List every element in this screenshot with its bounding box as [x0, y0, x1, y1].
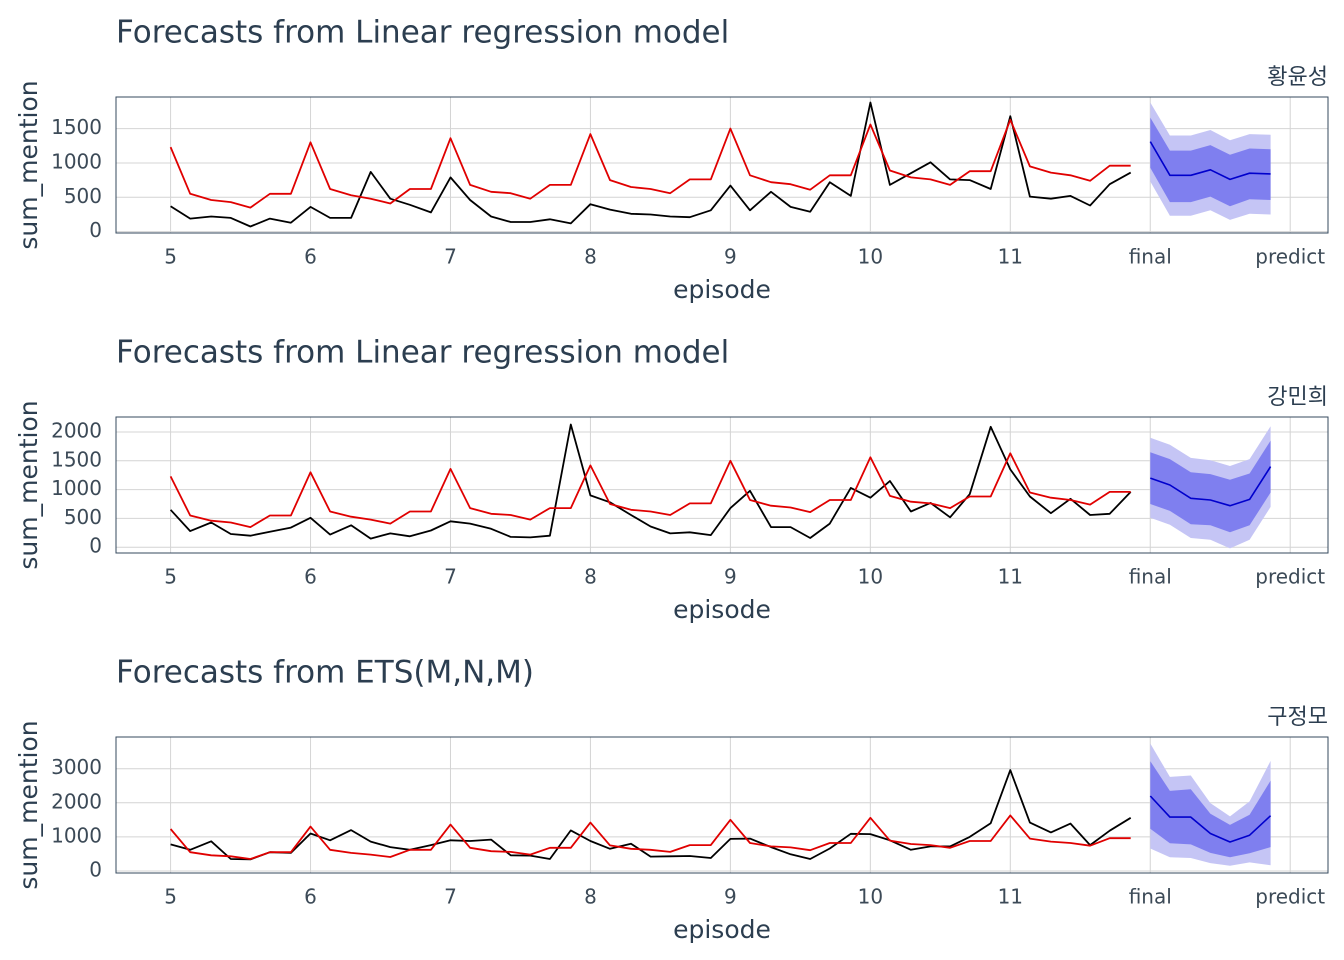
y-tick-label: 1500 [51, 115, 102, 139]
x-tick-label: 8 [584, 565, 597, 589]
x-tick-label: 11 [998, 885, 1023, 909]
x-tick-label: 11 [998, 565, 1023, 589]
x-tick-label: 9 [724, 565, 737, 589]
y-tick-label: 0 [89, 534, 102, 558]
y-tick-label: 500 [64, 184, 102, 208]
series-line [169, 423, 1132, 540]
x-tick-label: 10 [858, 245, 883, 269]
y-tick-label: 2000 [51, 789, 102, 813]
x-axis-title: episode [673, 595, 771, 624]
y-axis-title: sum_mention [14, 400, 43, 569]
x-tick-label: 6 [304, 885, 317, 909]
panel-border [115, 416, 1329, 554]
x-tick-label: 6 [304, 565, 317, 589]
x-tick-label: 8 [584, 245, 597, 269]
y-axis-title: sum_mention [14, 80, 43, 249]
panel-label: 구정모 [1267, 705, 1328, 730]
forecast-line [1150, 466, 1272, 507]
y-axis-title: sum_mention [14, 720, 43, 889]
y-tick-label: 2000 [51, 418, 102, 442]
x-tick-label: 11 [998, 245, 1023, 269]
series-line [169, 452, 1131, 528]
chart-title: Forecasts from Linear regression model [116, 335, 729, 371]
y-tick-label: 1500 [51, 447, 102, 471]
x-tick-label: final [1129, 565, 1172, 589]
y-tick-label: 1000 [51, 476, 102, 500]
y-tick-label: 3000 [51, 755, 102, 779]
x-tick-label: 10 [858, 885, 883, 909]
x-tick-label: 8 [584, 885, 597, 909]
x-tick-label: predict [1255, 565, 1325, 589]
chart-title: Forecasts from ETS(M,N,M) [116, 655, 534, 691]
x-tick-label: 5 [164, 565, 177, 589]
y-tick-label: 500 [64, 505, 102, 529]
x-tick-label: 7 [444, 245, 457, 269]
interval-80 [1150, 117, 1271, 207]
forecast-line [1149, 795, 1272, 843]
x-tick-label: final [1129, 885, 1172, 909]
x-tick-label: 7 [444, 885, 457, 909]
x-tick-label: predict [1255, 885, 1325, 909]
x-tick-label: 9 [724, 245, 737, 269]
panel-border [115, 96, 1329, 234]
x-tick-label: 5 [164, 885, 177, 909]
series-line [169, 814, 1131, 860]
x-tick-label: 6 [304, 245, 317, 269]
y-tick-label: 0 [89, 857, 102, 881]
x-tick-label: 5 [164, 245, 177, 269]
chart-title: Forecasts from Linear regression model [116, 15, 729, 51]
x-tick-label: 9 [724, 885, 737, 909]
panel-label: 강민희 [1267, 385, 1328, 410]
series-line [170, 769, 1132, 861]
x-axis-title: episode [673, 275, 771, 304]
x-tick-label: 7 [444, 565, 457, 589]
x-tick-label: 10 [858, 565, 883, 589]
panel-label: 황윤성 [1267, 65, 1328, 90]
y-tick-label: 1000 [51, 149, 102, 173]
panel-border [115, 736, 1329, 874]
x-axis-title: episode [673, 915, 771, 944]
series-line [169, 118, 1131, 209]
x-tick-label: predict [1255, 245, 1325, 269]
x-tick-label: final [1129, 245, 1172, 269]
interval-80 [1150, 440, 1271, 533]
interval-80 [1150, 761, 1271, 858]
series-line [170, 101, 1132, 228]
y-tick-label: 0 [89, 218, 102, 242]
y-tick-label: 1000 [51, 823, 102, 847]
forecast-line [1149, 141, 1271, 181]
